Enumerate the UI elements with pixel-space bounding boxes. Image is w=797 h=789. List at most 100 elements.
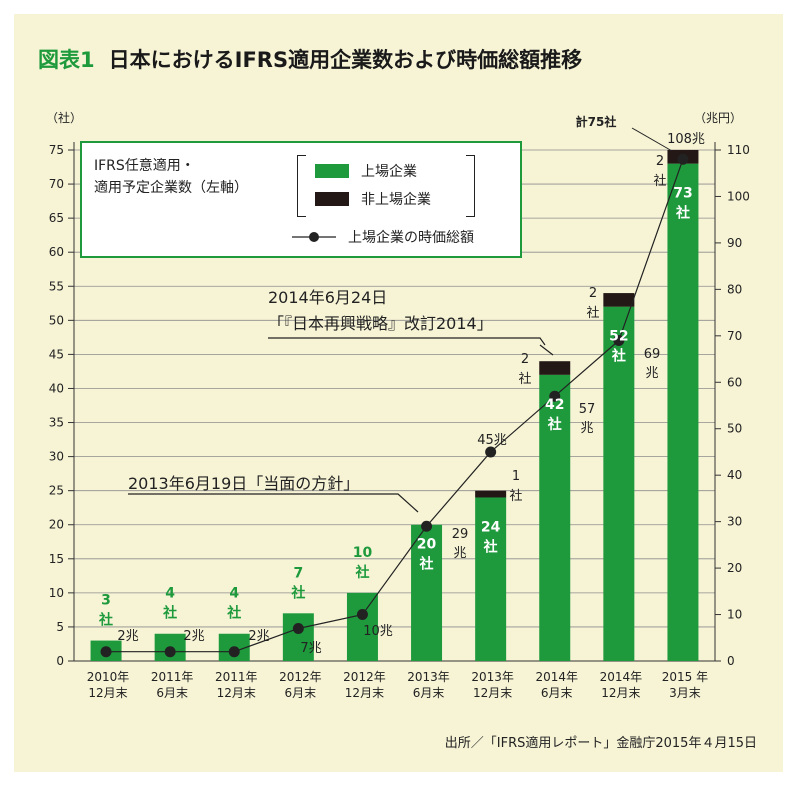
bar-label-listed: 社 (547, 416, 562, 433)
x-tick-label: 2014年 (535, 670, 578, 684)
bar-listed (475, 497, 507, 661)
bar-listed (667, 163, 699, 662)
data-labels: 3 社 4 社 4 社 7 社 10 社 20 社 24 社 42 社 52 社 73 社 1 社 2 社 2 社 2 社 2兆 2兆 2兆… (98, 114, 705, 656)
bar-label-listed: 3 (101, 593, 111, 609)
legend-label-unlisted: 非上場企業 (361, 192, 431, 208)
market-cap-polyline (106, 159, 684, 653)
left-tick-label: 55 (49, 279, 64, 293)
x-tick-label: 2013年 (471, 670, 514, 684)
bar-label-listed: 社 (675, 205, 690, 222)
left-tick-label: 40 (49, 381, 64, 395)
bar-listed (411, 524, 443, 661)
right-tick-label: 110 (727, 143, 750, 157)
x-tick-label: 6月末 (541, 686, 573, 700)
left-tick-label: 45 (49, 347, 64, 361)
bar-label-unlisted: 1 (512, 469, 520, 484)
left-tick-label: 0 (56, 654, 64, 668)
bar-label-listed: 24 (481, 519, 501, 535)
bar-label-listed: 4 (165, 586, 175, 602)
market-cap-point (100, 646, 112, 658)
x-tick-label: 12月末 (601, 686, 640, 700)
market-cap-label: 2兆 (117, 629, 138, 644)
market-cap-point (485, 446, 497, 458)
x-tick-label: 2014年 (600, 670, 643, 684)
right-tick-label: 70 (727, 329, 742, 343)
right-tick-label: 40 (727, 468, 742, 482)
market-cap-label: 29 (452, 527, 469, 542)
bar-label-listed: 社 (226, 605, 241, 622)
bar-unlisted (603, 293, 635, 307)
market-cap-point (228, 646, 240, 658)
x-tick-label: 12月末 (88, 686, 127, 700)
bar-label-listed: 7 (293, 565, 303, 581)
x-tick-label: 2015 年 (662, 670, 708, 684)
bar-label-listed: 社 (419, 556, 434, 573)
right-tick-label: 10 (727, 608, 742, 622)
market-cap-point (164, 646, 176, 658)
market-cap-point (613, 334, 625, 346)
market-cap-label: 兆 (453, 546, 466, 561)
market-cap-point (356, 609, 368, 621)
x-tick-label: 6月末 (156, 686, 188, 700)
x-tick-label: 6月末 (285, 686, 317, 700)
bar-label-listed: 社 (354, 564, 369, 581)
left-tick-label: 25 (49, 484, 64, 498)
bar-label-listed: 73 (673, 186, 692, 202)
right-tick-label: 60 (727, 375, 742, 389)
market-cap-label: 2兆 (183, 629, 204, 644)
callout-2014: 2014年6月24日 「『日本再興戦略』改訂2014」 (268, 285, 493, 337)
legend: IFRS任意適用・ 適用予定企業数（左軸） 上場企業 非上場企業 上場企業の時価… (80, 141, 522, 258)
bar-label-listed: 社 (290, 584, 305, 601)
right-tick-label: 50 (727, 422, 742, 436)
x-tick-label: 12月末 (345, 686, 384, 700)
callout-2014-leader (268, 337, 546, 346)
left-tick-label: 65 (49, 211, 64, 225)
right-tick-label: 80 (727, 282, 742, 296)
bar-label-listed: 4 (229, 586, 239, 602)
market-cap-point (677, 153, 689, 165)
figure-title: 図表1 日本におけるIFRS適用企業数および時価総額推移 (38, 44, 582, 74)
x-tick-label: 2011年 (215, 670, 258, 684)
x-tick-label: 2013年 (407, 670, 450, 684)
figure-number: 図表1 (38, 48, 95, 72)
legend-title-line1: IFRS任意適用・ (94, 158, 195, 174)
bar-label-listed: 社 (98, 612, 113, 629)
bar-label-listed: 10 (353, 545, 373, 561)
market-cap-label: 10兆 (363, 624, 393, 639)
legend-label-market-cap: 上場企業の時価総額 (348, 230, 474, 246)
x-tick-label: 2012年 (279, 670, 322, 684)
legend-item-unlisted: 非上場企業 (315, 189, 431, 209)
axes: 0510152025303540455055606570750102030405… (46, 110, 750, 700)
bar-unlisted (475, 490, 507, 498)
bar-listed (282, 613, 314, 661)
callout-2013: 2013年6月19日「当面の方針」 (128, 474, 360, 493)
legend-title-line2: 適用予定企業数（左軸） (94, 180, 248, 196)
left-tick-label: 5 (56, 620, 64, 634)
market-cap-label: 69 (644, 347, 661, 362)
left-tick-label: 30 (49, 450, 64, 464)
bar-label-unlisted: 2 (656, 154, 664, 169)
legend-label-listed: 上場企業 (361, 164, 417, 180)
left-tick-label: 20 (49, 518, 64, 532)
total-callout-line (631, 127, 673, 152)
market-cap-label: 2兆 (248, 629, 269, 644)
market-cap-line (100, 153, 689, 658)
legend-bracket-right (466, 155, 475, 217)
bar-label-listed: 20 (417, 537, 437, 553)
left-tick-label: 35 (49, 416, 64, 430)
market-cap-point (292, 622, 304, 634)
bar-label-unlisted: 社 (653, 173, 666, 189)
bar-label-listed: 52 (609, 329, 628, 345)
source-note: 出所／「IFRS適用レポート」金融庁2015年４月15日 (444, 736, 757, 751)
callout-2014-date: 2014年6月24日 (268, 288, 388, 307)
market-cap-label: 45兆 (477, 433, 507, 448)
market-cap-point (549, 390, 561, 402)
legend-swatch-unlisted (315, 192, 349, 206)
legend-swatch-listed (315, 164, 349, 178)
bar-label-listed: 社 (483, 538, 498, 555)
x-tick-label: 12月末 (217, 686, 256, 700)
bar-label-listed: 社 (611, 348, 626, 365)
market-cap-label: 57 (579, 402, 596, 417)
legend-line-marker-icon (292, 232, 336, 242)
